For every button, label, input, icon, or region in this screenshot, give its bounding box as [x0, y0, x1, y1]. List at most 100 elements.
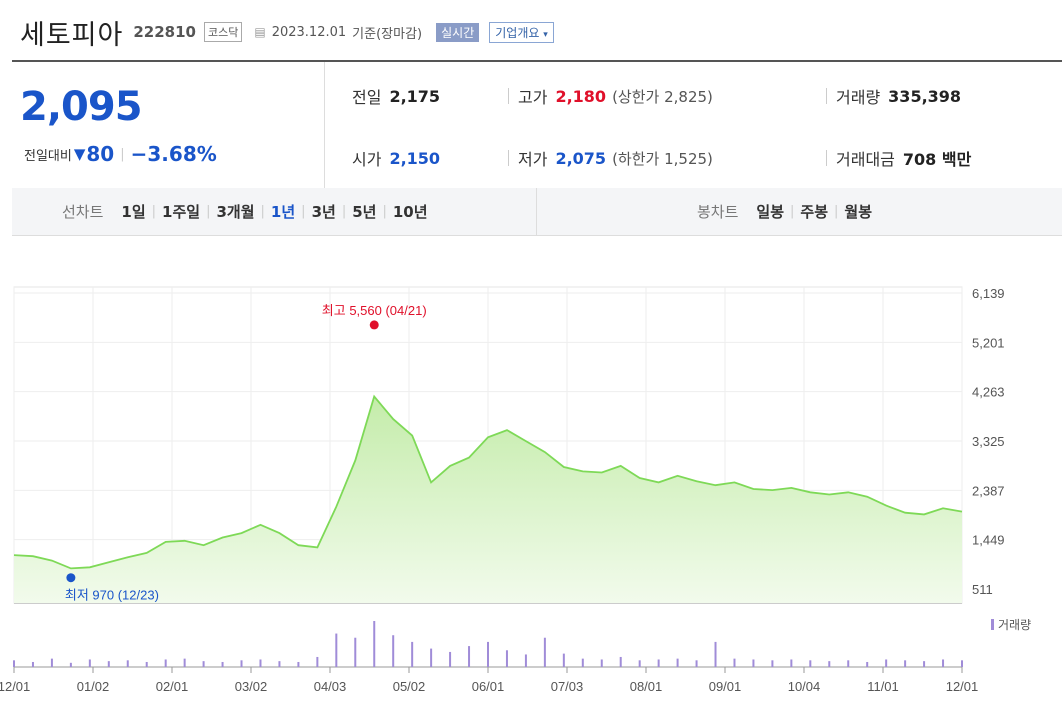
- y-tick-label: 3,325: [972, 434, 1005, 449]
- volume-bar: [259, 659, 262, 667]
- candle-daily[interactable]: 일봉: [756, 203, 785, 221]
- candle-chart-label: 봉차트: [697, 203, 739, 221]
- low-value: 2,075: [555, 148, 607, 168]
- volume-value: 335,398: [888, 86, 962, 106]
- y-tick-label: 4,263: [972, 385, 1005, 400]
- volume-bar: [657, 659, 660, 667]
- period-selector: 선차트 1일 | 1주일 | 3개월 | 1년 | 3년 | 5년 | 10년 봉차트 일봉…: [12, 188, 1062, 236]
- volume-bar: [373, 621, 376, 667]
- price-chart-svg: 12/01 01/02 02/01 03/02 04/03 05/02 06/01 07/03…: [0, 286, 1031, 694]
- x-tick-label: 07/03: [551, 679, 584, 694]
- high-point: [369, 320, 379, 330]
- x-tick-label: 02/01: [156, 679, 189, 694]
- period-3y[interactable]: 3년: [311, 203, 336, 221]
- volume-bar: [240, 660, 243, 667]
- divider: |: [341, 204, 347, 219]
- volume-bar: [88, 659, 91, 667]
- period-3m[interactable]: 3개월: [216, 203, 255, 221]
- quote-date-suffix: 기준(장마감): [352, 26, 423, 42]
- divider: |: [834, 204, 839, 219]
- x-tick-label: 01/02: [77, 679, 110, 694]
- volume-bar: [714, 641, 717, 667]
- volume-bar: [335, 633, 338, 667]
- volume-bar: [524, 654, 527, 667]
- y-tick-label: 6,139: [972, 286, 1005, 301]
- x-tick-label: 06/01: [472, 679, 505, 694]
- period-1w[interactable]: 1주일: [162, 203, 201, 221]
- divider: [508, 150, 509, 166]
- x-tick-label: 03/02: [235, 679, 268, 694]
- upper-limit: (상한가 2,825): [612, 87, 713, 106]
- y-tick-label: 5,201: [972, 335, 1005, 350]
- candle-weekly[interactable]: 주봉: [800, 203, 829, 221]
- x-tick-label: 05/02: [393, 679, 426, 694]
- volume-bar: [961, 660, 963, 667]
- volume-bar: [202, 661, 205, 667]
- volume-bar: [107, 661, 110, 667]
- y-tick-label: 1,449: [972, 533, 1005, 548]
- quote-date: 2023.12.01: [271, 24, 347, 40]
- period-5y[interactable]: 5년: [352, 203, 377, 221]
- divider: |: [206, 204, 211, 219]
- low-cell: 저가 2,075 (하한가 1,525): [518, 146, 713, 170]
- volume-bar: [809, 660, 812, 667]
- line-chart-periods: 선차트 1일 | 1주일 | 3개월 | 1년 | 3년 | 5년 | 10년: [12, 188, 537, 235]
- prev-close-value: 2,175: [389, 86, 441, 106]
- company-overview-dropdown[interactable]: 기업개요 ▾: [489, 21, 554, 43]
- low-point: [66, 573, 76, 583]
- volume-bar: [126, 660, 129, 667]
- volume-bar: [847, 660, 850, 667]
- high-value: 2,180: [555, 86, 607, 106]
- x-tick-label: 10/04: [788, 679, 821, 694]
- amount-label: 거래대금: [836, 150, 895, 169]
- volume-bar: [31, 661, 34, 667]
- volume-bar: [752, 659, 755, 667]
- divider: [826, 88, 827, 104]
- divider: |: [301, 204, 306, 219]
- volume-bar: [183, 658, 186, 667]
- open-cell: 시가 2,150: [352, 146, 440, 170]
- volume-bar: [733, 658, 736, 667]
- volume-bar: [487, 641, 489, 667]
- volume-bar: [600, 659, 603, 667]
- high-cell: 고가 2,180 (상한가 2,825): [518, 84, 713, 108]
- divider: |: [120, 146, 125, 162]
- volume-cell: 거래량 335,398: [836, 84, 961, 108]
- volume-bar: [676, 658, 679, 667]
- period-1d[interactable]: 1일: [121, 203, 146, 221]
- divider: |: [790, 204, 795, 219]
- volume-legend-swatch: [991, 619, 994, 630]
- divider: [826, 150, 827, 166]
- volume-bar: [50, 658, 53, 667]
- realtime-button[interactable]: 실시간: [436, 22, 480, 42]
- lower-limit: (하한가 1,525): [612, 149, 713, 168]
- divider: |: [382, 204, 387, 219]
- amount-cell: 거래대금 708 백만: [836, 146, 971, 170]
- volume-bar: [468, 646, 471, 667]
- down-arrow-icon: ▼: [73, 145, 86, 163]
- volume-bar: [638, 660, 641, 667]
- open-label: 시가: [352, 150, 382, 169]
- volume-bar: [543, 637, 546, 667]
- volume-bar: [505, 650, 508, 667]
- low-annotation: 최저 970 (12/23): [65, 588, 159, 603]
- prev-close-cell: 전일 2,175: [352, 84, 440, 108]
- volume-label: 거래량: [836, 88, 881, 107]
- x-tick-label: 12/01: [946, 679, 979, 694]
- low-label: 저가: [518, 150, 548, 169]
- volume-bar: [354, 637, 357, 667]
- volume-bar: [297, 661, 300, 667]
- volume-bar: [771, 660, 774, 667]
- volume-bar: [69, 662, 72, 667]
- divider: |: [260, 204, 265, 219]
- period-1y[interactable]: 1년: [270, 203, 296, 221]
- divider: [508, 88, 509, 104]
- change-percent: −3.68%: [130, 142, 217, 166]
- volume-bar: [695, 660, 698, 667]
- volume-bar: [904, 660, 907, 667]
- period-10y[interactable]: 10년: [392, 203, 428, 221]
- change-label: 전일대비: [24, 148, 72, 164]
- volume-bar: [581, 658, 584, 667]
- volume-bar: [221, 661, 224, 667]
- candle-monthly[interactable]: 월봉: [844, 203, 873, 221]
